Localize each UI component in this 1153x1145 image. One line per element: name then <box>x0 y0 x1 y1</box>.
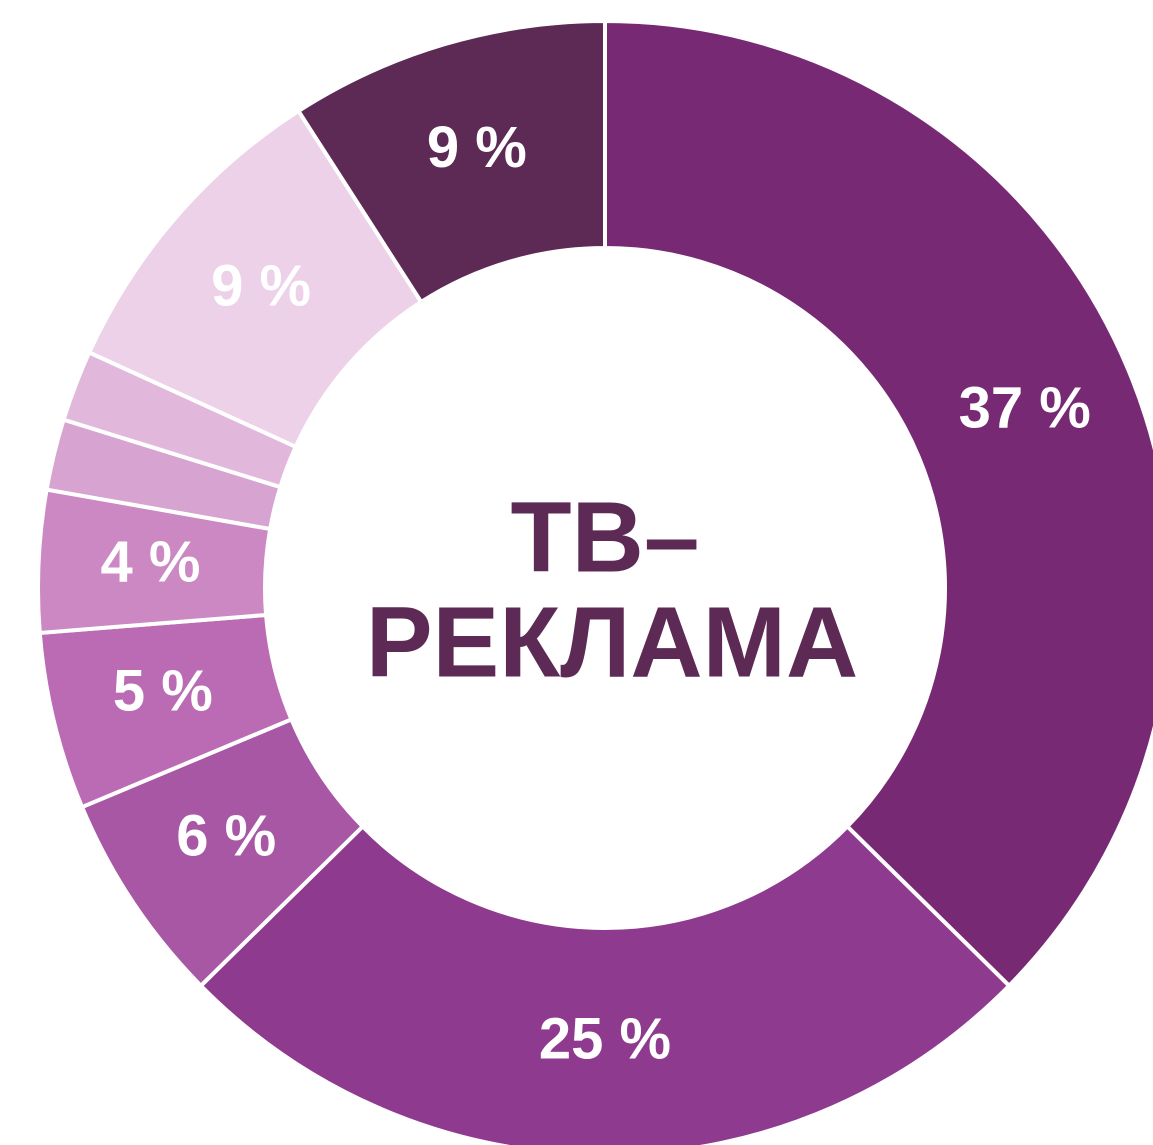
value-label: 37 % <box>959 376 1091 441</box>
value-label: 4 % <box>101 530 201 595</box>
value-label: 25 % <box>539 1006 671 1071</box>
donut-segment <box>603 18 1153 989</box>
value-label: 6 % <box>176 803 276 868</box>
value-label: 5 % <box>113 659 213 724</box>
donut-segment <box>295 18 607 305</box>
center-text: ТВ– <box>511 481 700 593</box>
value-label: 9 % <box>427 115 527 180</box>
center-text: РЕКЛАМА <box>366 586 858 698</box>
donut-segment <box>198 823 1012 1145</box>
value-label: 9 % <box>211 253 311 318</box>
